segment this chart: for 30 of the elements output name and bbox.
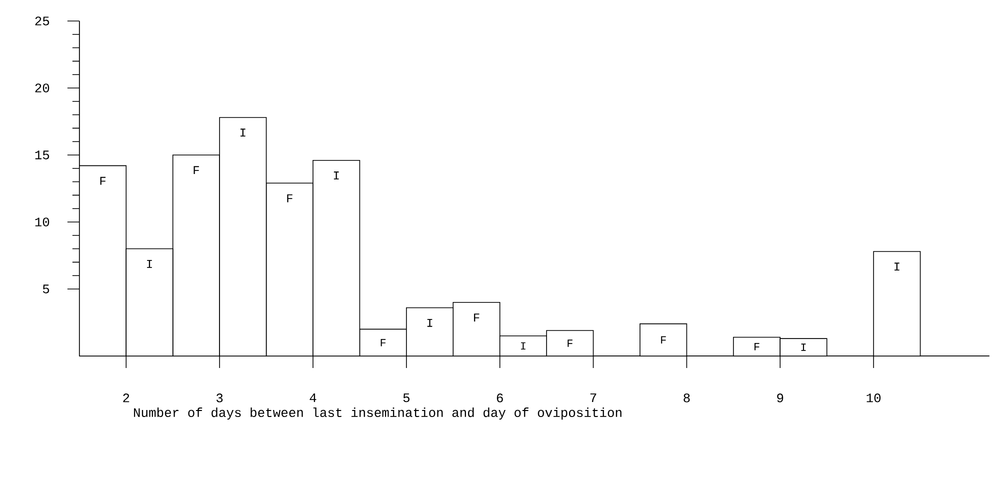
x-tick-label: 9 [777,394,784,402]
text: F [568,340,572,347]
x-tick-label: 7 [590,394,596,402]
y-tick-label: 20 [35,84,50,92]
text: I [240,128,246,137]
x-tick-label: 2 [123,394,130,402]
text: I [147,260,152,268]
text: F [661,336,666,344]
x-tick-label: 3 [216,394,223,402]
y-tick-label: 10 [35,218,50,226]
x-tick-label: 4 [310,394,316,402]
text: I [521,342,526,350]
text: F [474,314,480,322]
x-tick-label: 5 [403,394,410,402]
x-tick-label: 8 [684,394,690,402]
text: I [334,172,339,180]
y-tick-label: 25 [35,16,50,26]
text: F [380,338,386,346]
y-tick-label: 15 [35,150,50,160]
text: I [427,318,432,327]
y-tick-label: 5 [42,284,50,294]
text: I [894,262,900,271]
text: F [287,194,292,202]
series-label: F [754,342,760,350]
x-axis-title: Number of days between last insemination and day of oviposition [134,408,622,420]
x-tick-label: 10 [866,394,881,402]
series-label: I [801,344,806,351]
x-tick-label: 6 [496,394,503,402]
text: F [194,166,199,174]
text: F [100,176,106,185]
